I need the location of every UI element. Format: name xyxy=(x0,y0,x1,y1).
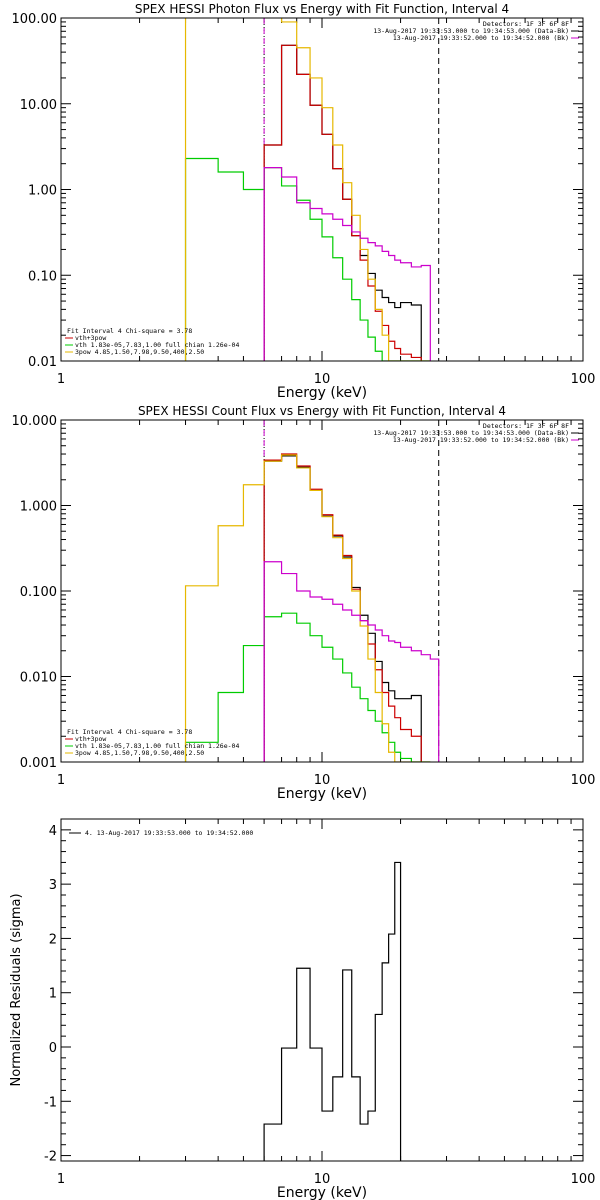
series-line-1 xyxy=(263,861,402,1161)
chart-title: SPEX HESSI Count Flux vs Energy with Fit… xyxy=(138,404,506,418)
legend-top-entry: 13-Aug-2017 19:33:52.000 to 19:34:52.000… xyxy=(393,436,569,444)
series-line-1 xyxy=(263,44,422,361)
series-line-2 xyxy=(263,44,422,361)
x-tick-label: 1 xyxy=(57,1172,65,1187)
legend-top-entry: Detectors: 1F 3F 6F 8F xyxy=(483,20,569,28)
y-tick-label: 0.100 xyxy=(20,585,57,600)
series-line-1 xyxy=(263,455,422,762)
y-tick-label: 1.000 xyxy=(20,500,57,515)
series-group xyxy=(263,861,402,1161)
y-tick-label: 1.00 xyxy=(28,184,57,199)
series-group xyxy=(184,18,431,361)
y-tick-label: 10.00 xyxy=(20,98,57,113)
series-line-5 xyxy=(263,561,440,762)
x-tick-label: 10 xyxy=(314,1172,331,1187)
legend-top-entry: 13-Aug-2017 19:33:52.000 to 19:34:52.000… xyxy=(393,34,569,42)
legend-top-entry: 13-Aug-2017 19:33:53.000 to 19:34:53.000… xyxy=(373,429,569,437)
legend-top-entry: Detectors: 1F 3F 6F 8F xyxy=(483,422,569,430)
x-axis-label: Energy (keV) xyxy=(277,1185,367,1200)
y-tick-label: 0.01 xyxy=(28,355,57,370)
plot-frame xyxy=(60,17,584,362)
y-tick-label: 3 xyxy=(49,878,57,893)
x-tick-label: 1 xyxy=(57,773,65,788)
series-line-3 xyxy=(184,157,431,361)
series-line-3 xyxy=(184,612,431,762)
y-tick-label: 0.001 xyxy=(20,756,57,771)
plot-frame xyxy=(60,419,584,763)
y-tick-label: 10.000 xyxy=(12,414,58,429)
legend-top-entry: 13-Aug-2017 19:33:53.000 to 19:34:53.000… xyxy=(373,27,569,35)
x-axis-label: Energy (keV) xyxy=(277,385,367,401)
y-tick-label: 4 xyxy=(49,824,57,839)
legend-bottom-entry: Fit Interval 4 Chi-square = 3.78 xyxy=(67,728,192,736)
x-tick-label: 100 xyxy=(571,372,596,387)
legend-bottom-entry: 3pow 4.85,1.50,7.98,9.50,400,2.50 xyxy=(75,348,204,356)
y-tick-label: 0 xyxy=(49,1041,57,1056)
legend-bottom-entry: vth+3pow xyxy=(75,334,106,342)
x-tick-label: 1 xyxy=(57,372,65,387)
chart-title: SPEX HESSI Photon Flux vs Energy with Fi… xyxy=(135,2,509,16)
x-tick-label: 100 xyxy=(571,773,596,788)
y-tick-label: -1 xyxy=(44,1095,57,1110)
legend-bottom-entry: vth 1.83e-05,7.83,1.00 full chian 1.26e-… xyxy=(75,341,239,349)
legend-bottom-entry: 3pow 4.85,1.50,7.98,9.50,400,2.50 xyxy=(75,749,204,757)
legend-entry: 4. 13-Aug-2017 19:33:53.000 to 19:34:52.… xyxy=(85,829,253,837)
series-line-4 xyxy=(184,454,431,762)
y-tick-label: 100.00 xyxy=(12,12,58,27)
x-axis-label: Energy (keV) xyxy=(277,786,367,802)
y-axis-label: Normalized Residuals (sigma) xyxy=(9,893,24,1086)
legend-bottom-entry: Fit Interval 4 Chi-square = 3.78 xyxy=(67,327,192,335)
legend-bottom-entry: vth+3pow xyxy=(75,735,106,743)
y-tick-label: -2 xyxy=(44,1150,57,1165)
y-tick-label: 0.10 xyxy=(28,269,57,284)
plot-frame xyxy=(60,818,584,1162)
y-tick-label: 0.010 xyxy=(20,671,57,686)
y-tick-label: 1 xyxy=(49,987,57,1002)
series-line-4 xyxy=(184,18,431,361)
x-tick-label: 100 xyxy=(571,1172,596,1187)
chart-panel-1: SPEX HESSI Photon Flux vs Energy with Fi… xyxy=(12,2,596,401)
series-line-5 xyxy=(263,167,431,361)
x-tick-label: 10 xyxy=(314,372,331,387)
x-tick-label: 10 xyxy=(314,773,331,788)
legend-bottom-entry: vth 1.83e-05,7.83,1.00 full chian 1.26e-… xyxy=(75,742,239,750)
chart-panel-2: SPEX HESSI Count Flux vs Energy with Fit… xyxy=(12,404,596,802)
y-tick-label: 2 xyxy=(49,932,57,947)
series-group xyxy=(184,453,440,762)
